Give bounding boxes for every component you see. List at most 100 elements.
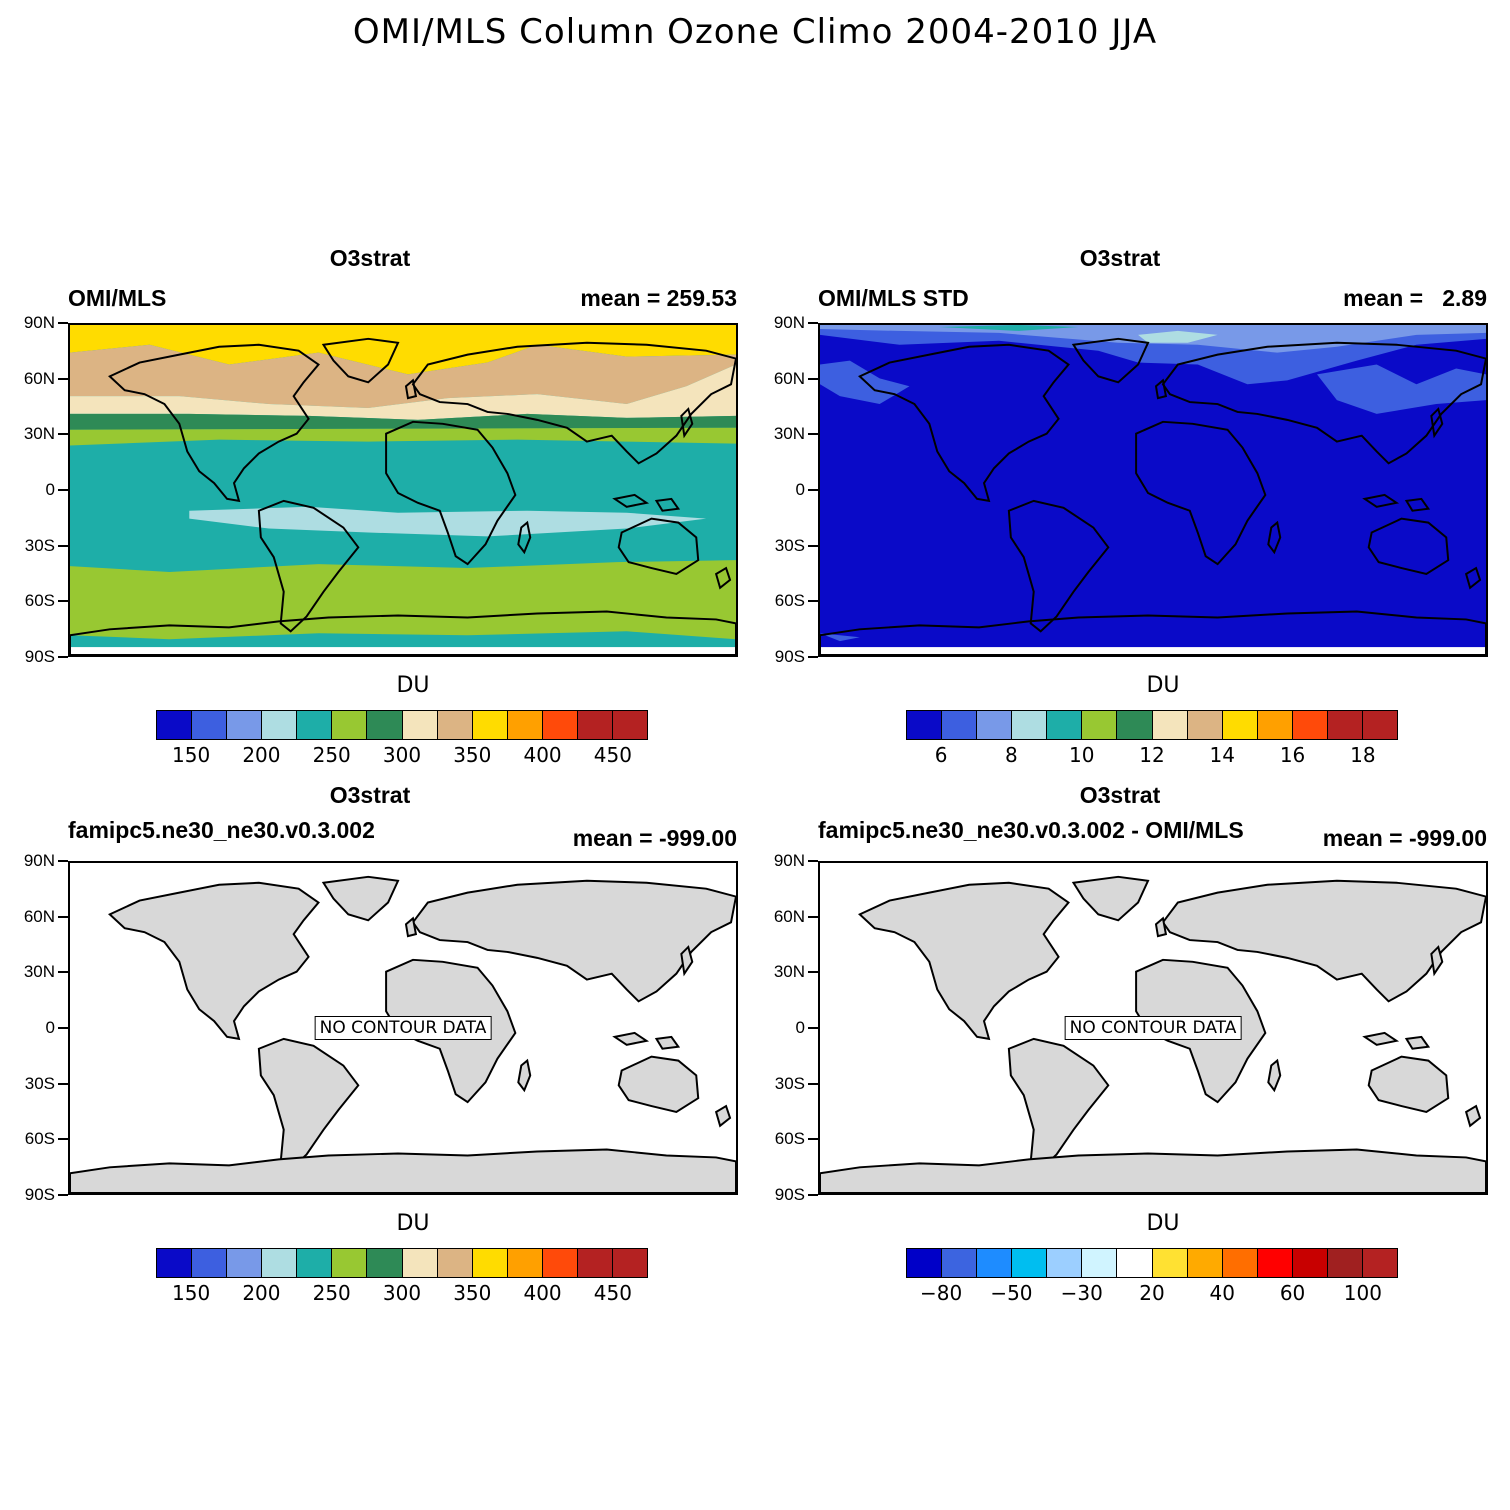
ozone-band-tan bbox=[70, 344, 736, 408]
lat-tick bbox=[808, 971, 818, 974]
colorbar-swatch bbox=[577, 711, 614, 739]
colorbar-swatch bbox=[1012, 1249, 1048, 1277]
colorbar bbox=[156, 1248, 648, 1278]
lat-tick bbox=[58, 600, 68, 603]
lat-label: 90S bbox=[24, 647, 55, 666]
colorbar-swatch bbox=[942, 711, 978, 739]
colorbar-label: 14 bbox=[1209, 743, 1236, 767]
colorbar-swatch bbox=[367, 711, 403, 739]
mean-value: mean = 2.89 bbox=[1343, 285, 1487, 311]
panel-omi-mls: O3strat OMI/MLS mean = 259.53 90N 60N 30N 0 30S… bbox=[20, 245, 738, 767]
lat-label: 60S bbox=[24, 1129, 55, 1149]
colorbar-swatch bbox=[542, 711, 578, 739]
panel-title: O3strat bbox=[329, 245, 411, 271]
colorbar-swatch bbox=[1047, 1249, 1083, 1277]
std-patch-antarctic bbox=[820, 633, 860, 642]
colorbar-label: 200 bbox=[242, 743, 281, 767]
lat-label: 90S bbox=[774, 1185, 805, 1204]
colorbar-swatch bbox=[1257, 1249, 1293, 1277]
lat-label: 60S bbox=[24, 591, 55, 611]
colorbar-label: 300 bbox=[382, 743, 422, 767]
colorbar-swatch bbox=[157, 1249, 193, 1277]
no-contour-data-label: NO CONTOUR DATA bbox=[314, 1016, 492, 1040]
lat-label: 60N bbox=[23, 906, 55, 926]
lat-tick bbox=[808, 322, 818, 324]
lat-label: 90N bbox=[773, 851, 805, 870]
colorbar-label: 450 bbox=[593, 1281, 632, 1305]
panel-omi-mls-std: O3strat OMI/MLS STD mean = 2.89 90N 60N 30N 0 3… bbox=[770, 245, 1488, 767]
mean-value: mean = 259.53 bbox=[580, 285, 737, 311]
colorbar-label: 20 bbox=[1139, 1281, 1165, 1305]
units-label: DU bbox=[1146, 1211, 1180, 1236]
lat-label: 30N bbox=[773, 424, 805, 444]
lat-label: 60S bbox=[774, 1129, 805, 1149]
colorbar-swatch bbox=[472, 711, 508, 739]
lat-label: 60S bbox=[774, 591, 805, 611]
colorbar-swatch bbox=[1292, 711, 1328, 739]
units-label: DU bbox=[1146, 673, 1180, 698]
colorbar-swatch bbox=[542, 1249, 578, 1277]
colorbar-swatch bbox=[507, 1249, 543, 1277]
lat-label: 90N bbox=[23, 313, 55, 332]
lat-label: 30S bbox=[774, 1073, 805, 1093]
colorbar-swatch bbox=[1117, 711, 1153, 739]
lat-tick bbox=[58, 971, 68, 974]
left-string: OMI/MLS bbox=[68, 285, 167, 311]
lat-tick bbox=[58, 544, 68, 547]
lat-label: 30S bbox=[24, 535, 55, 555]
figure-title: OMI/MLS Column Ozone Climo 2004-2010 JJA bbox=[352, 12, 1158, 52]
lat-tick bbox=[808, 1027, 818, 1029]
lat-label: 30N bbox=[773, 962, 805, 982]
lat-tick bbox=[808, 1082, 818, 1085]
colorbar-label: 350 bbox=[453, 743, 492, 767]
lat-label: 90S bbox=[774, 647, 805, 666]
colorbar-label: 200 bbox=[242, 1281, 281, 1305]
colorbar-swatch bbox=[367, 1249, 403, 1277]
lat-label: 30S bbox=[774, 535, 805, 555]
lat-label: 30S bbox=[24, 1073, 55, 1093]
lat-label: 0 bbox=[795, 480, 805, 499]
ozone-band-white-edge bbox=[70, 647, 736, 655]
map-area bbox=[68, 861, 738, 1195]
lat-label: 90S bbox=[24, 1185, 55, 1204]
colorbar-swatch bbox=[297, 711, 333, 739]
lat-tick bbox=[808, 1138, 818, 1141]
colorbar-swatch bbox=[1327, 1249, 1364, 1277]
std-band-white-edge bbox=[820, 647, 1486, 655]
lat-tick bbox=[808, 915, 818, 918]
lat-tick bbox=[58, 915, 68, 918]
colorbar-swatch bbox=[192, 711, 228, 739]
colorbar-swatch bbox=[1327, 711, 1364, 739]
lat-tick bbox=[58, 433, 68, 436]
colorbar-label: 400 bbox=[523, 1281, 562, 1305]
colorbar-swatch bbox=[262, 1249, 298, 1277]
ozone-band-green-south bbox=[70, 560, 736, 640]
colorbar-swatch bbox=[577, 1249, 614, 1277]
colorbar-swatch bbox=[977, 711, 1013, 739]
colorbar-swatch bbox=[613, 1249, 648, 1277]
map-svg bbox=[70, 325, 736, 655]
units-label: DU bbox=[396, 673, 430, 698]
lat-tick bbox=[58, 1027, 68, 1029]
colorbar-label: 6 bbox=[934, 743, 948, 767]
lat-label: 60N bbox=[773, 906, 805, 926]
units-label: DU bbox=[396, 1211, 430, 1236]
lat-label: 90N bbox=[773, 313, 805, 332]
lat-tick bbox=[808, 544, 818, 547]
colorbar-swatch bbox=[613, 711, 648, 739]
colorbar bbox=[906, 1248, 1398, 1278]
panel-title: O3strat bbox=[1079, 245, 1161, 271]
colorbar-label: 350 bbox=[453, 1281, 492, 1305]
lat-label: 60N bbox=[23, 368, 55, 388]
colorbar-swatch bbox=[1292, 1249, 1328, 1277]
lat-tick bbox=[58, 860, 68, 862]
colorbar-label: 150 bbox=[172, 1281, 211, 1305]
colorbar-swatch bbox=[402, 711, 438, 739]
colorbar-swatch bbox=[1082, 1249, 1118, 1277]
colorbar-swatch bbox=[1222, 1249, 1258, 1277]
lat-label: 0 bbox=[45, 1018, 55, 1037]
lat-tick bbox=[808, 377, 818, 380]
lat-tick bbox=[58, 1082, 68, 1085]
lat-tick bbox=[58, 322, 68, 324]
colorbar-label: 16 bbox=[1279, 743, 1306, 767]
